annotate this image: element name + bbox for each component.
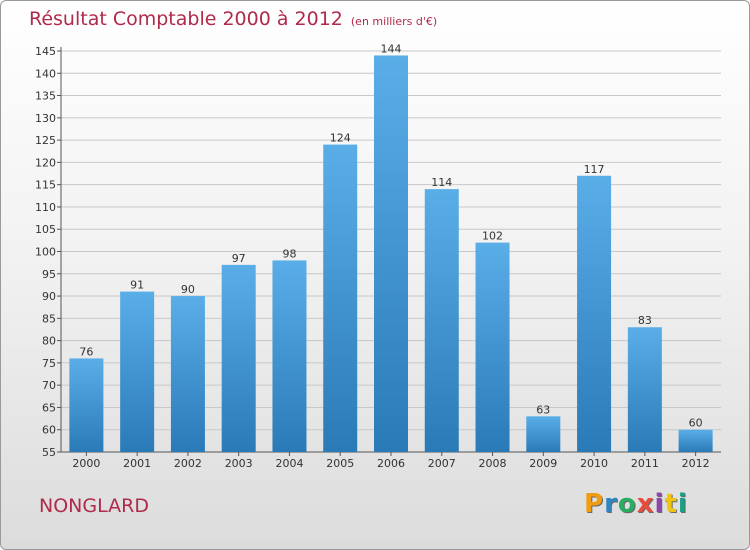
labels: 55 60 65 70 75 80 85 90 95 100 105 110 115 120 125 130 1… <box>35 42 710 470</box>
logo-letter: o <box>617 489 637 519</box>
bar-2004 <box>272 260 307 452</box>
logo-letter: x <box>636 489 655 519</box>
value-label: 144 <box>381 42 402 55</box>
bar-2011 <box>627 327 662 452</box>
y-tick-label: 70 <box>42 379 56 392</box>
x-tick-label: 2004 <box>275 457 303 470</box>
x-tick-label: 2005 <box>326 457 354 470</box>
logo-letter: P <box>584 489 605 519</box>
chart-title: Résultat Comptable 2000 à 2012 (en millie… <box>29 8 437 30</box>
y-tick-label: 140 <box>35 67 56 80</box>
x-tick-label: 2011 <box>631 457 659 470</box>
bar-2010 <box>577 175 612 452</box>
logo-letter: t <box>664 489 678 519</box>
value-label: 102 <box>482 230 503 243</box>
x-tick-label: 2002 <box>174 457 202 470</box>
y-tick-label: 125 <box>35 134 56 147</box>
x-tick-label: 2000 <box>72 457 100 470</box>
bar-2002 <box>170 296 205 452</box>
y-tick-label: 120 <box>35 156 56 169</box>
bars <box>69 55 713 453</box>
bar-2000 <box>69 358 104 452</box>
y-tick-label: 80 <box>42 335 56 348</box>
y-tick-label: 75 <box>42 357 56 370</box>
bar-2005 <box>323 144 358 453</box>
value-label: 117 <box>584 163 605 176</box>
y-tick-label: 115 <box>35 179 56 192</box>
bar-2012 <box>678 429 713 452</box>
x-tick-label: 2001 <box>123 457 151 470</box>
x-tick-label: 2009 <box>529 457 557 470</box>
value-label: 60 <box>689 417 703 430</box>
proxiti-logo[interactable]: Proxiti <box>584 489 688 519</box>
y-tick-label: 130 <box>35 112 56 125</box>
logo-letter: i <box>654 489 665 519</box>
bar-2008 <box>475 242 510 452</box>
value-label: 97 <box>232 252 246 265</box>
x-tick-label: 2003 <box>225 457 253 470</box>
y-tick-label: 60 <box>42 424 56 437</box>
y-tick-label: 100 <box>35 246 56 259</box>
value-label: 63 <box>536 403 550 416</box>
logo-letter: i <box>677 489 688 519</box>
chart-subtitle: (en milliers d'€) <box>350 15 438 28</box>
chart-title-text: Résultat Comptable 2000 à 2012 <box>29 8 343 30</box>
x-tick-label: 2007 <box>428 457 456 470</box>
bar-2009 <box>526 416 561 452</box>
value-label: 83 <box>638 314 652 327</box>
x-tick-label: 2012 <box>682 457 710 470</box>
y-tick-label: 110 <box>35 201 56 214</box>
value-label: 76 <box>79 345 93 358</box>
value-label: 91 <box>130 279 144 292</box>
y-tick-label: 85 <box>42 312 56 325</box>
value-label: 124 <box>330 132 351 145</box>
bar-2006 <box>374 55 408 452</box>
value-label: 90 <box>181 283 195 296</box>
y-tick-label: 65 <box>42 401 56 414</box>
x-tick-label: 2008 <box>479 457 507 470</box>
bar-2003 <box>221 264 256 452</box>
bar-2007 <box>424 189 459 452</box>
y-tick-label: 105 <box>35 223 56 236</box>
x-tick-label: 2010 <box>580 457 608 470</box>
logo-letter: r <box>604 489 618 519</box>
y-tick-label: 135 <box>35 90 56 103</box>
y-tick-label: 145 <box>35 45 56 58</box>
y-tick-label: 95 <box>42 268 56 281</box>
value-label: 114 <box>431 176 452 189</box>
bar-2001 <box>120 291 155 452</box>
y-tick-label: 55 <box>42 446 56 459</box>
value-label: 98 <box>282 247 296 260</box>
y-tick-label: 90 <box>42 290 56 303</box>
town-name: NONGLARD <box>39 495 149 517</box>
x-tick-label: 2006 <box>377 457 405 470</box>
